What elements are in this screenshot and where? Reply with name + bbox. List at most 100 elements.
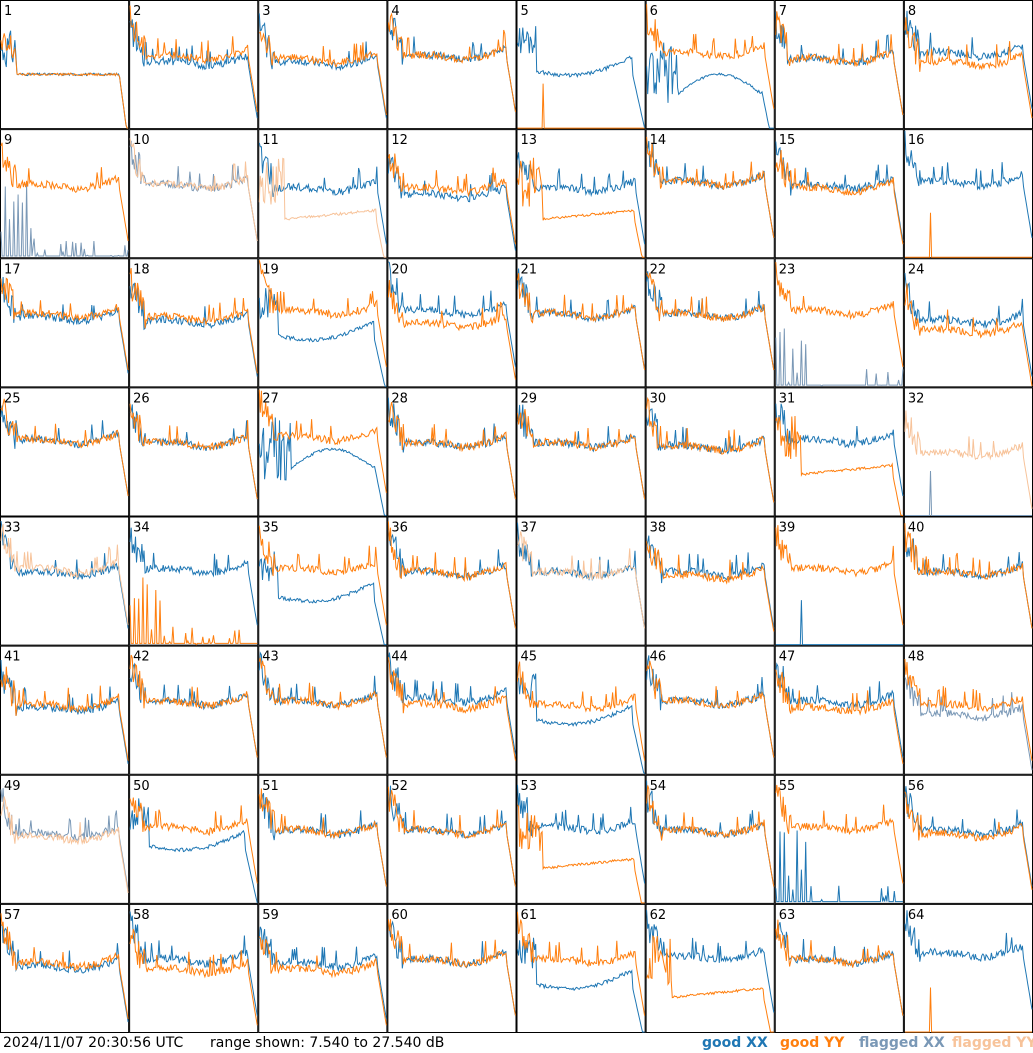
panel-number: 60	[391, 908, 408, 923]
panel-frame	[0, 774, 130, 904]
xx-series-line	[904, 272, 1033, 377]
panel-number: 33	[4, 521, 21, 536]
yy-series-line	[646, 4, 775, 109]
xx-series-line	[387, 17, 516, 112]
spectrum-panel: 49	[0, 774, 130, 904]
yy-series-line	[258, 788, 387, 887]
panel-number: 26	[133, 391, 150, 406]
xx-series-line	[258, 651, 387, 758]
panel-frame	[129, 645, 259, 775]
xx-series-line	[129, 798, 258, 904]
panel-number: 9	[4, 133, 12, 148]
panel-frame	[516, 645, 646, 775]
yy-series-line	[646, 785, 775, 887]
yy-series-line	[904, 212, 1032, 258]
panel-frame	[387, 903, 517, 1033]
spectrum-panel: 51	[258, 774, 388, 904]
panel-frame	[903, 774, 1033, 904]
spectrum-panel: 52	[387, 774, 517, 904]
panel-number: 48	[908, 650, 925, 665]
spectrum-panel: 23	[774, 258, 904, 388]
spectrum-panel: 35	[258, 516, 388, 646]
spectrum-panel: 64	[903, 903, 1033, 1033]
panel-frame	[258, 387, 388, 517]
spectrum-panel: 18	[129, 258, 259, 388]
xx-series-line	[775, 922, 904, 1016]
panel-frame	[129, 774, 259, 904]
spectrum-panel: 7	[774, 0, 904, 130]
yy-series-line	[646, 272, 775, 371]
spectrum-panel: 22	[645, 258, 775, 388]
panel-frame	[258, 903, 388, 1033]
yy-series-line	[258, 657, 387, 758]
yy-series-line	[646, 934, 774, 1033]
panel-frame	[645, 0, 775, 130]
xx-series-line	[0, 520, 129, 629]
panel-number: 43	[262, 650, 279, 665]
xx-series-line	[0, 30, 129, 129]
yy-series-line	[387, 521, 516, 629]
panel-number: 6	[650, 4, 658, 19]
xx-series-line	[0, 182, 129, 258]
xx-series-line	[129, 911, 258, 1016]
panel-number: 19	[262, 262, 279, 277]
panel-number: 8	[908, 4, 916, 19]
xx-series-line	[517, 26, 646, 129]
panel-frame	[387, 516, 517, 646]
timestamp-label: 2024/11/07 20:30:56 UTC	[3, 1035, 184, 1051]
panel-number: 41	[4, 650, 21, 665]
panel-frame	[516, 903, 646, 1033]
yy-series-line	[129, 928, 258, 1026]
yy-series-line	[775, 11, 904, 116]
xx-series-line	[646, 140, 775, 238]
panel-number: 21	[521, 262, 538, 277]
yy-series-line	[517, 804, 645, 904]
panel-number: 20	[391, 262, 408, 277]
xx-series-line	[0, 659, 129, 764]
panel-frame	[516, 258, 646, 388]
xx-series-line	[129, 404, 258, 500]
xx-series-line	[904, 676, 1033, 771]
spectrum-panel: 63	[774, 903, 904, 1033]
spectrum-panel: 32	[903, 387, 1033, 517]
panel-frame	[774, 516, 904, 646]
panel-number: 30	[650, 391, 667, 406]
xx-series-line	[646, 910, 775, 1013]
panel-frame	[129, 258, 259, 388]
spectrum-panel: 4	[387, 0, 517, 130]
panel-frame	[387, 774, 517, 904]
panel-frame	[774, 0, 904, 130]
legend-prefix: flagged	[859, 1035, 919, 1051]
legend-prefix: good	[780, 1035, 820, 1051]
yy-series-line	[646, 136, 775, 238]
yy-series-line	[904, 410, 1033, 509]
yy-series-line	[129, 797, 258, 884]
legend-prefix: flagged	[952, 1035, 1012, 1051]
yy-series-line	[517, 661, 646, 761]
panel-number: 5	[521, 4, 529, 19]
panel-frame	[903, 516, 1033, 646]
panel-frame	[129, 903, 259, 1033]
panel-frame	[774, 129, 904, 259]
spectrum-panel: 58	[129, 903, 259, 1033]
spectrum-panel: 39	[774, 516, 904, 646]
xx-series-line	[904, 786, 1033, 887]
spectrum-panel: 2	[129, 0, 259, 130]
panel-number: 58	[133, 908, 150, 923]
spectrum-panel: 54	[645, 774, 775, 904]
panel-frame	[387, 129, 517, 259]
spectrum-panel: 10	[129, 129, 259, 259]
spectrum-panel: 30	[645, 387, 775, 517]
panel-frame	[516, 774, 646, 904]
panel-frame	[258, 516, 388, 646]
yy-series-line	[129, 138, 258, 242]
yy-series-line	[0, 524, 129, 626]
panel-frame	[387, 258, 517, 388]
spectrum-panel: 61	[516, 903, 646, 1033]
panel-number: 55	[779, 779, 796, 794]
xx-series-line	[258, 551, 387, 646]
panel-number: 15	[779, 133, 796, 148]
spectrum-panel: 37	[516, 516, 646, 646]
panel-frame	[645, 387, 775, 517]
yy-series-line	[0, 142, 129, 242]
